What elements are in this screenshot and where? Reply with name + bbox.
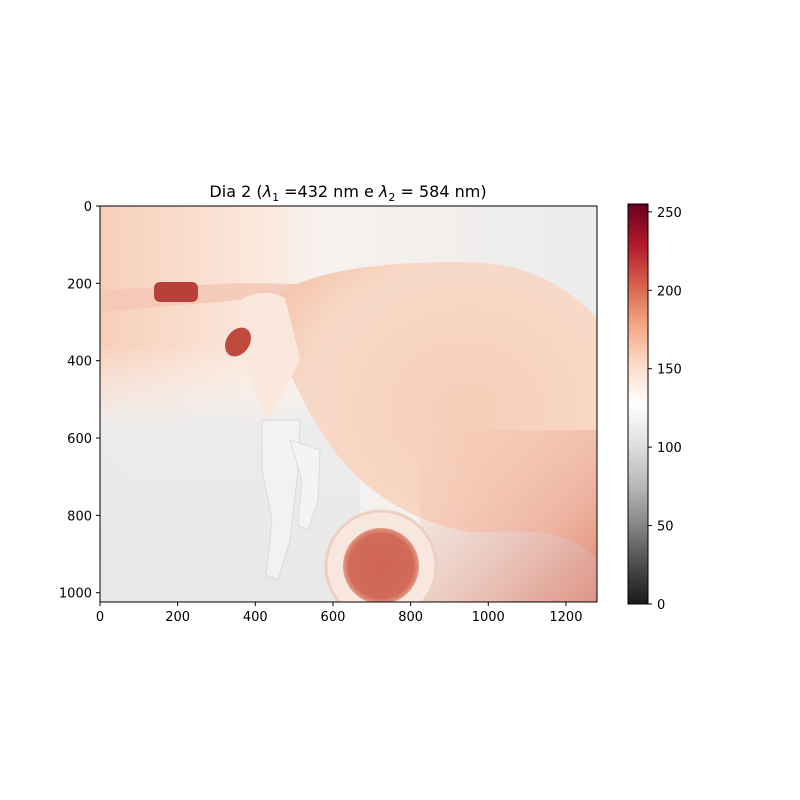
colorbar-tick-label: 100 — [657, 441, 682, 456]
colorbar-tick-label: 50 — [657, 520, 674, 535]
x-tick-label: 1200 — [549, 610, 582, 625]
leg — [261, 419, 301, 581]
egg — [343, 528, 419, 602]
colorbar-tick-label: 0 — [657, 598, 665, 613]
colorbar-tick-label: 250 — [657, 206, 682, 221]
antenna-band — [100, 283, 300, 312]
x-axis: 0 200 400 600 800 1000 1200 — [96, 602, 582, 625]
colorbar-tick-label: 200 — [657, 284, 682, 299]
y-tick-label: 800 — [67, 509, 92, 524]
y-tick-label: 400 — [67, 355, 92, 370]
colorbar-axis: 0 50 100 150 200 250 — [648, 206, 682, 613]
leg — [289, 439, 321, 531]
y-tick-label: 600 — [67, 432, 92, 447]
y-tick-label: 200 — [67, 277, 92, 292]
x-tick-label: 0 — [96, 610, 104, 625]
plot-frame — [99, 205, 598, 603]
organism-head — [240, 292, 300, 420]
x-tick-label: 600 — [321, 610, 346, 625]
x-tick-label: 1000 — [472, 610, 505, 625]
dark-spot — [154, 282, 198, 302]
chart-title: Dia 2 (λ1 =432 nm e λ2 = 584 nm) — [209, 182, 486, 204]
colorbar-tick-label: 150 — [657, 363, 682, 378]
y-tick-label: 0 — [84, 200, 92, 215]
x-tick-label: 400 — [243, 610, 268, 625]
y-tick-label: 1000 — [59, 587, 92, 602]
corner-shade — [420, 430, 597, 602]
colorbar — [627, 203, 649, 605]
y-axis: 0 200 400 600 800 1000 — [59, 200, 100, 602]
x-tick-label: 800 — [398, 610, 423, 625]
x-tick-label: 200 — [165, 610, 190, 625]
heatmap-image — [100, 206, 597, 602]
dark-spot — [222, 324, 254, 360]
